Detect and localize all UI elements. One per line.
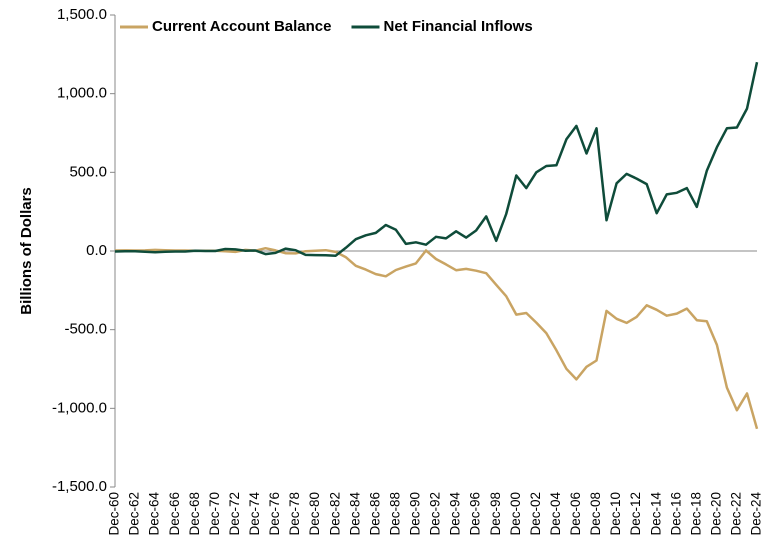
x-tick-label: Dec-20 bbox=[708, 492, 723, 536]
x-tick-label: Dec-86 bbox=[367, 492, 382, 536]
y-tick-label: 1,000.0 bbox=[57, 85, 107, 102]
x-tick-label: Dec-00 bbox=[508, 492, 523, 536]
x-tick-label: Dec-74 bbox=[247, 492, 262, 536]
series-line bbox=[114, 61, 759, 257]
y-axis-label: Billions of Dollars bbox=[18, 187, 35, 315]
y-tick-label: 500.0 bbox=[69, 163, 107, 180]
y-tick-label: -1,000.0 bbox=[52, 399, 107, 416]
x-tick-label: Dec-78 bbox=[287, 492, 302, 536]
legend-label: Current Account Balance bbox=[152, 18, 331, 35]
y-tick-label: -500.0 bbox=[64, 321, 107, 338]
x-tick-label: Dec-22 bbox=[729, 492, 744, 536]
x-tick-label: Dec-96 bbox=[468, 492, 483, 536]
x-tick-label: Dec-04 bbox=[548, 492, 563, 536]
x-tick-label: Dec-80 bbox=[307, 492, 322, 536]
x-tick-label: Dec-12 bbox=[628, 492, 643, 536]
series-line bbox=[114, 246, 759, 430]
x-tick-label: Dec-70 bbox=[207, 492, 222, 536]
x-tick-label: Dec-92 bbox=[428, 492, 443, 536]
x-tick-label: Dec-24 bbox=[749, 492, 764, 536]
x-tick-label: Dec-94 bbox=[448, 492, 463, 536]
x-tick-label: Dec-16 bbox=[668, 492, 683, 536]
x-tick-label: Dec-18 bbox=[688, 492, 703, 536]
x-tick-label: Dec-88 bbox=[387, 492, 402, 536]
x-tick-label: Dec-82 bbox=[327, 492, 342, 536]
x-tick-label: Dec-62 bbox=[127, 492, 142, 536]
x-tick-label: Dec-06 bbox=[568, 492, 583, 536]
x-tick-label: Dec-68 bbox=[187, 492, 202, 536]
x-tick-label: Dec-66 bbox=[167, 492, 182, 536]
x-tick-label: Dec-02 bbox=[528, 492, 543, 536]
x-tick-label: Dec-60 bbox=[107, 492, 122, 536]
x-tick-label: Dec-84 bbox=[347, 492, 362, 536]
x-tick-label: Dec-08 bbox=[588, 492, 603, 536]
x-tick-label: Dec-10 bbox=[608, 492, 623, 536]
x-tick-label: Dec-76 bbox=[267, 492, 282, 536]
x-tick-label: Dec-72 bbox=[227, 492, 242, 536]
x-tick-label: Dec-14 bbox=[648, 492, 663, 536]
x-tick-label: Dec-90 bbox=[408, 492, 423, 536]
y-tick-label: 0.0 bbox=[86, 242, 107, 259]
legend-label: Net Financial Inflows bbox=[383, 18, 532, 35]
y-tick-label: 1,500.0 bbox=[57, 6, 107, 23]
x-tick-label: Dec-98 bbox=[488, 492, 503, 536]
x-tick-label: Dec-64 bbox=[147, 492, 162, 536]
y-tick-label: -1,500.0 bbox=[52, 478, 107, 495]
